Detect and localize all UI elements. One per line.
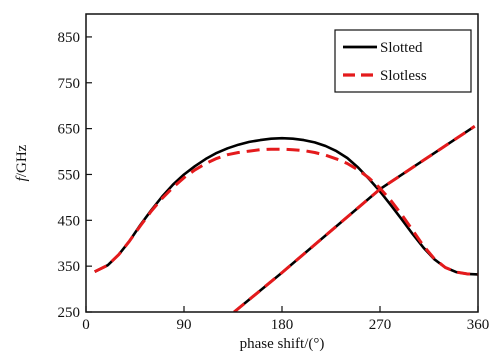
legend-label-slotless: Slotless — [380, 68, 427, 84]
y-tick-label: 350 — [58, 259, 81, 275]
x-tick-label: 180 — [271, 317, 294, 333]
series-layer — [94, 125, 478, 312]
legend-box — [334, 29, 472, 93]
y-axis-label: f/GHz — [14, 144, 30, 181]
y-tick-label: 550 — [58, 167, 81, 183]
y-axis-label-symbol: f — [14, 175, 30, 181]
y-tick-label: 450 — [58, 213, 81, 229]
x-tick-label: 0 — [82, 317, 90, 333]
y-tick-label: 250 — [58, 305, 81, 321]
x-tick-label: 270 — [369, 317, 392, 333]
series-slotted-line-1 — [94, 136, 478, 276]
legend-label-slotted: Slotted — [380, 40, 423, 56]
x-tick-label: 360 — [467, 317, 490, 333]
series-slotless-line-2 — [233, 125, 476, 312]
y-tick-label: 650 — [58, 122, 81, 138]
ticks-layer: 0 90 180 270 360 250 350 450 550 650 750 850 — [58, 30, 490, 333]
y-tick-label: 750 — [58, 76, 81, 92]
x-axis-label: phase shift/(°) — [240, 336, 325, 352]
y-tick-label: 850 — [58, 30, 81, 46]
legend: Slotted Slotless — [334, 29, 472, 93]
y-axis-label-unit: /GHz — [14, 144, 30, 177]
series-slotless-line-1 — [94, 147, 478, 276]
x-tick-label: 90 — [177, 317, 192, 333]
